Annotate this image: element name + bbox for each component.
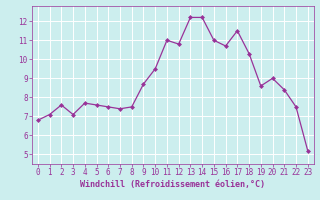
X-axis label: Windchill (Refroidissement éolien,°C): Windchill (Refroidissement éolien,°C): [80, 180, 265, 189]
